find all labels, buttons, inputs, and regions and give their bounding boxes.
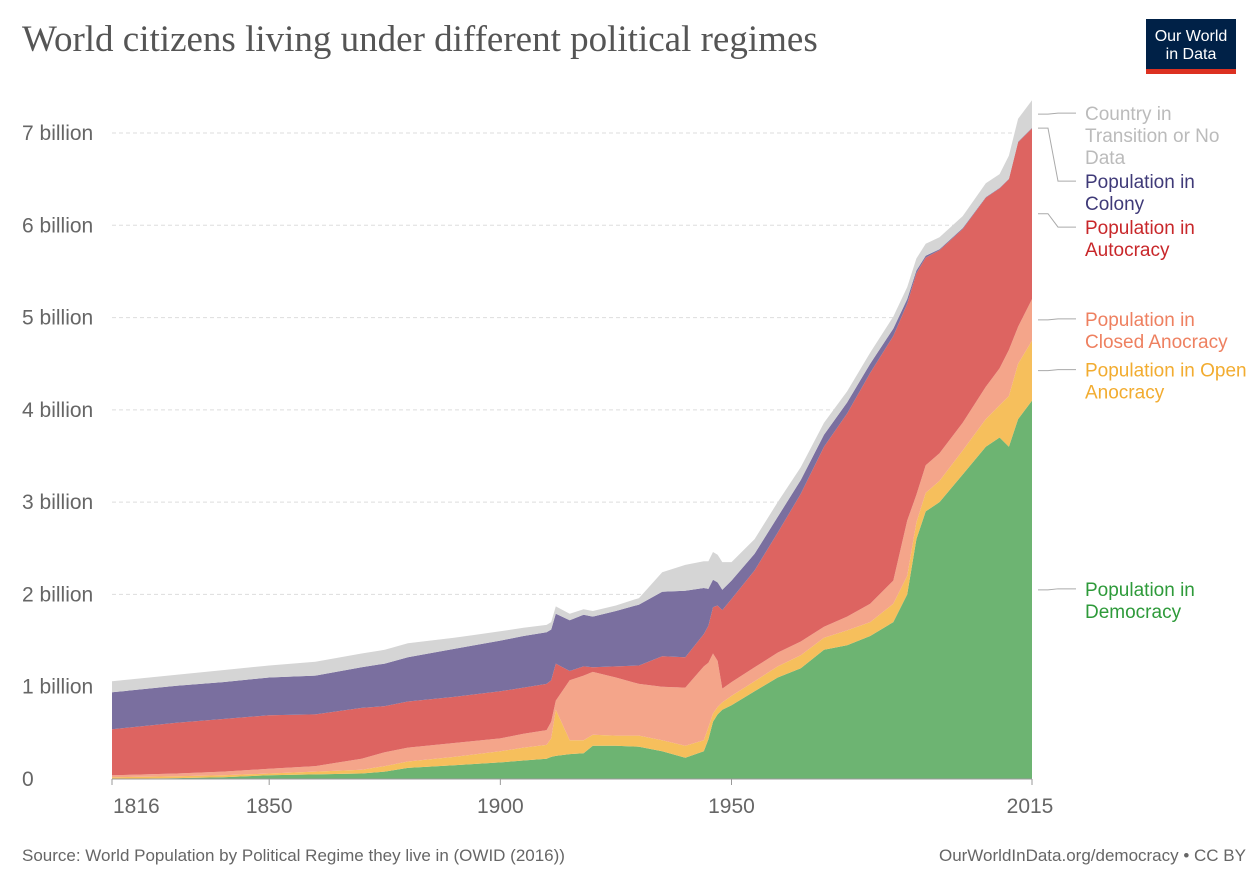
area-series (112, 100, 1032, 779)
x-tick-label-3: 1950 (708, 795, 755, 818)
legend-label-country-in-transition-or-no-data[interactable]: Country in Transition or No Data (1085, 104, 1219, 169)
logo-line-2: in Data (1165, 46, 1217, 63)
logo-line-1: Our World (1154, 28, 1228, 45)
area-population-in-democracy[interactable] (112, 400, 1032, 779)
legend-label-population-in-closed-anocracy[interactable]: Population in Closed Anocracy (1085, 310, 1228, 353)
legend-label-population-in-democracy[interactable]: Population in Democracy (1085, 580, 1195, 623)
x-tick-label-4: 2015 (1007, 795, 1054, 818)
y-tick-label-6: 6 billion (22, 214, 93, 237)
legend-connector-population-in-autocracy (1038, 213, 1076, 228)
legend-connector-population-in-colony (1038, 127, 1076, 182)
y-tick-label-0: 0 (22, 768, 34, 791)
area-population-in-autocracy[interactable] (112, 128, 1032, 776)
legend-connector-country-in-transition-or-no-data (1038, 112, 1076, 115)
y-tick-label-3: 3 billion (22, 491, 93, 514)
legend-label-population-in-autocracy[interactable]: Population in Autocracy (1085, 218, 1195, 261)
chart-title: World citizens living under different po… (22, 19, 818, 60)
y-tick-label-4: 4 billion (22, 399, 93, 422)
x-tick-label-2: 1900 (477, 795, 524, 818)
x-tick-label-1: 1850 (246, 795, 293, 818)
legend-connector-population-in-open-anocracy (1038, 369, 1076, 372)
owid-logo[interactable]: Our World in Data (1146, 19, 1236, 74)
y-tick-label-5: 5 billion (22, 307, 93, 330)
y-tick-label-1: 1 billion (22, 676, 93, 699)
y-tick-label-2: 2 billion (22, 583, 93, 606)
legend-connector-population-in-democracy (1038, 588, 1076, 591)
source-note: Source: World Population by Political Re… (22, 846, 565, 865)
legend-connector-population-in-closed-anocracy (1038, 318, 1076, 321)
area-population-in-closed-anocracy[interactable] (112, 299, 1032, 778)
y-tick-label-7: 7 billion (22, 122, 93, 145)
legend: Country in Transition or No DataPopulation… (1038, 104, 1247, 623)
legend-label-population-in-open-anocracy[interactable]: Population in Open Anocracy (1085, 361, 1247, 404)
area-country-in-transition-or-no-data[interactable] (112, 100, 1032, 693)
x-tick-label-0: 1816 (113, 795, 160, 818)
legend-label-population-in-colony[interactable]: Population in Colony (1085, 172, 1195, 215)
axes: 0 1 billion 2 billion 3 billion 4 billion 5 b… (22, 122, 1053, 818)
credit-link[interactable]: OurWorldInData.org/democracy • CC BY (938, 846, 1246, 865)
